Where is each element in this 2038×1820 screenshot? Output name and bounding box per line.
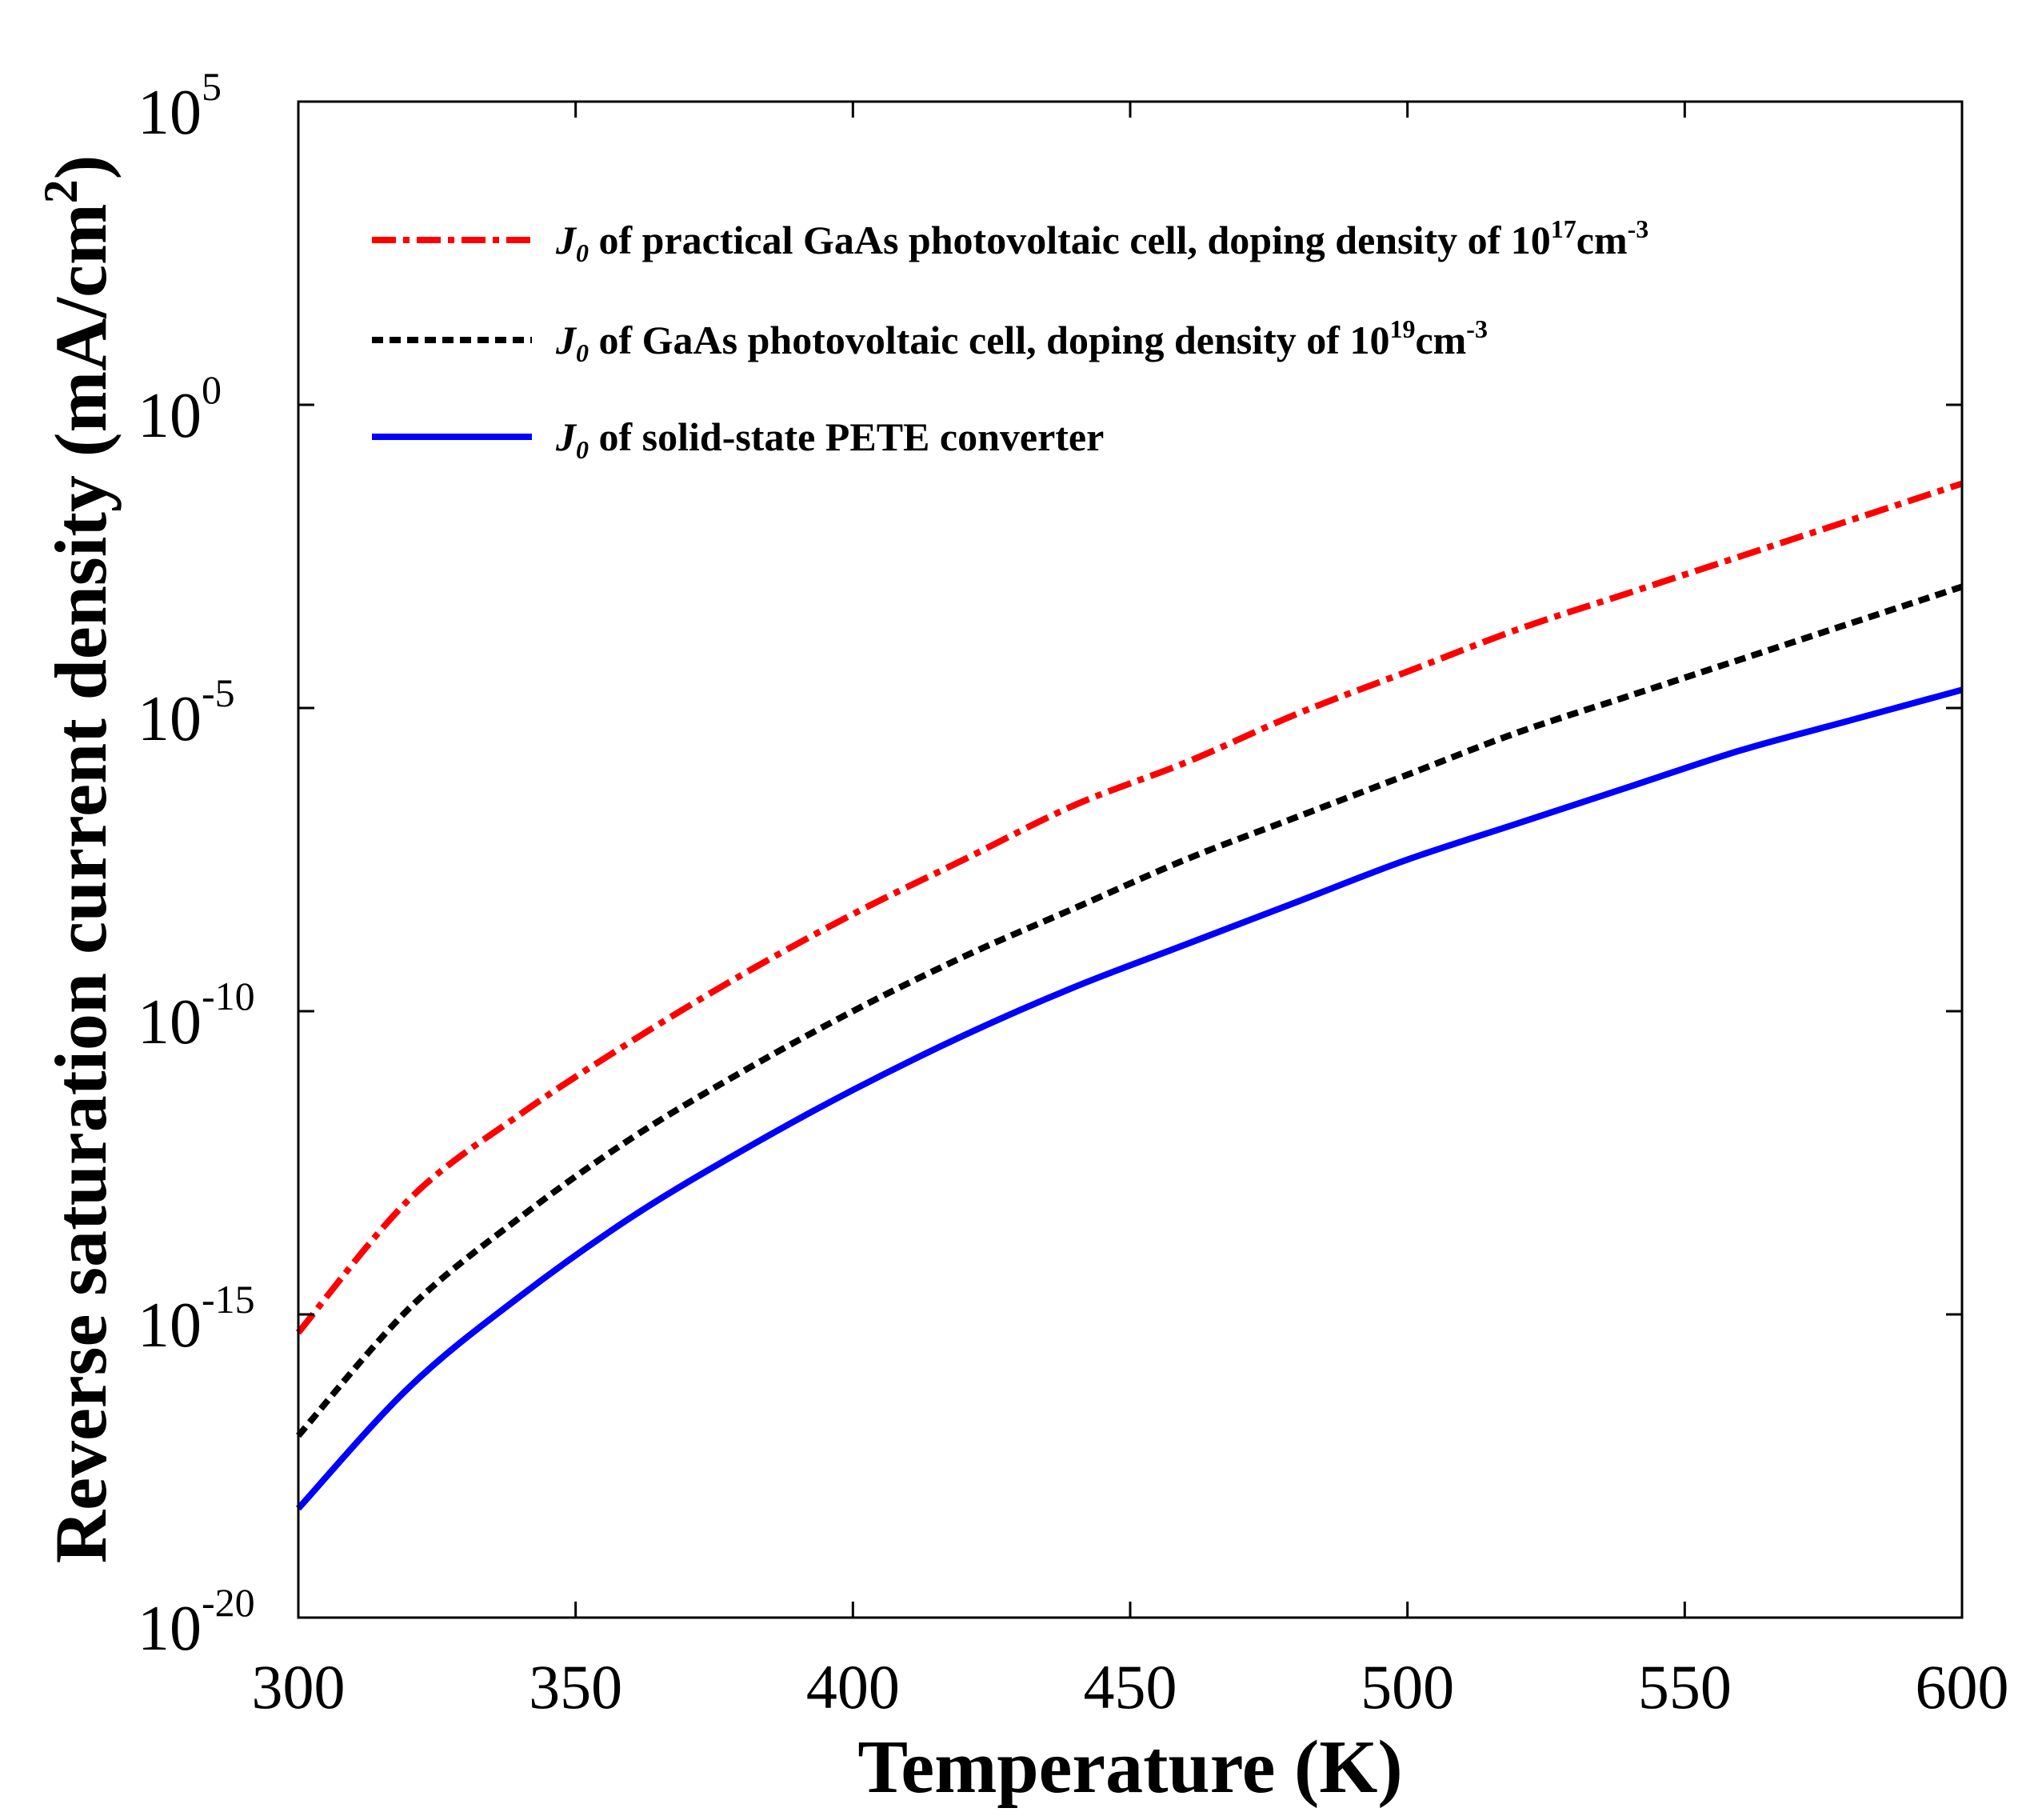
y-axis-label-main: Reverse saturation current density (mA/c…: [40, 203, 122, 1563]
legend-label-symbol: J: [555, 218, 577, 262]
series-line-3: [296, 686, 1964, 1511]
y-tick-label: 10-10: [138, 974, 255, 1058]
x-tick-label: 550: [1638, 1652, 1732, 1722]
legend-label-text: of solid-state PETE converter: [589, 414, 1104, 459]
legend-label-unit-exponent: -3: [1628, 214, 1649, 243]
y-tick-label-exp: -15: [202, 1277, 255, 1322]
y-tick-label-exp: 0: [202, 367, 222, 412]
y-tick-label-base: 10: [138, 684, 202, 754]
legend-label-text: of GaAs photovoltaic cell, doping densit…: [589, 318, 1389, 362]
y-tick-label-base: 10: [138, 1290, 202, 1361]
y-tick-label-exp: -10: [202, 974, 255, 1018]
legend-label-unit-exponent: -3: [1466, 314, 1488, 343]
legend-label-3: J0 of solid-state PETE converter: [555, 414, 1104, 464]
y-axis-label-sup: 2: [34, 179, 87, 203]
y-tick-label: 10-5: [138, 670, 235, 754]
legend-label-symbol: J: [555, 318, 577, 362]
legend-label-superscript: 17: [1551, 214, 1576, 243]
y-tick-label: 100: [138, 367, 222, 451]
y-tick-label-exp: -20: [202, 1580, 255, 1625]
legend-label-2: J0 of GaAs photovoltaic cell, doping den…: [555, 314, 1488, 367]
series-layer: [295, 480, 1964, 1511]
y-tick-label-base: 10: [138, 1594, 202, 1664]
x-tick-label: 500: [1361, 1652, 1454, 1722]
legend-label-symbol: J: [555, 414, 577, 459]
series-line-1: [295, 480, 1964, 1335]
x-tick-label: 450: [1084, 1652, 1177, 1722]
legend-label-text: of practical GaAs photovoltaic cell, dop…: [589, 218, 1551, 262]
legend: J0 of practical GaAs photovoltaic cell, …: [372, 214, 1648, 464]
x-axis-label: Temperature (K): [857, 1726, 1402, 1809]
x-tick-label: 600: [1916, 1652, 2009, 1722]
y-tick-label-exp: -5: [202, 670, 235, 715]
legend-label-1: J0 of practical GaAs photovoltaic cell, …: [555, 214, 1648, 267]
y-tick-label-base: 10: [138, 987, 202, 1058]
y-axis-label: Reverse saturation current density (mA/c…: [34, 155, 122, 1564]
legend-label-subscript: 0: [576, 435, 589, 464]
legend-label-subscript: 0: [576, 238, 589, 267]
legend-label-unit: cm: [1415, 318, 1466, 362]
y-tick-label-base: 10: [138, 381, 202, 451]
y-tick-label: 10-20: [138, 1580, 255, 1664]
legend-label-unit: cm: [1576, 218, 1628, 262]
legend-label-superscript: 19: [1389, 314, 1415, 343]
x-tick-label: 300: [252, 1652, 346, 1722]
y-axis-label-close: ): [40, 155, 122, 180]
y-tick-label: 105: [138, 64, 222, 148]
series-line-2: [295, 583, 1964, 1438]
y-tick-label-base: 10: [138, 78, 202, 148]
y-tick-label: 10-15: [138, 1277, 255, 1361]
legend-label-subscript: 0: [576, 338, 589, 367]
tick-layer: 300 350 400 450 500 550 60010510010-510-1010-1…: [138, 64, 2009, 1722]
x-tick-label: 400: [806, 1652, 900, 1722]
y-tick-label-exp: 5: [202, 64, 222, 109]
x-tick-label: 350: [529, 1652, 622, 1722]
